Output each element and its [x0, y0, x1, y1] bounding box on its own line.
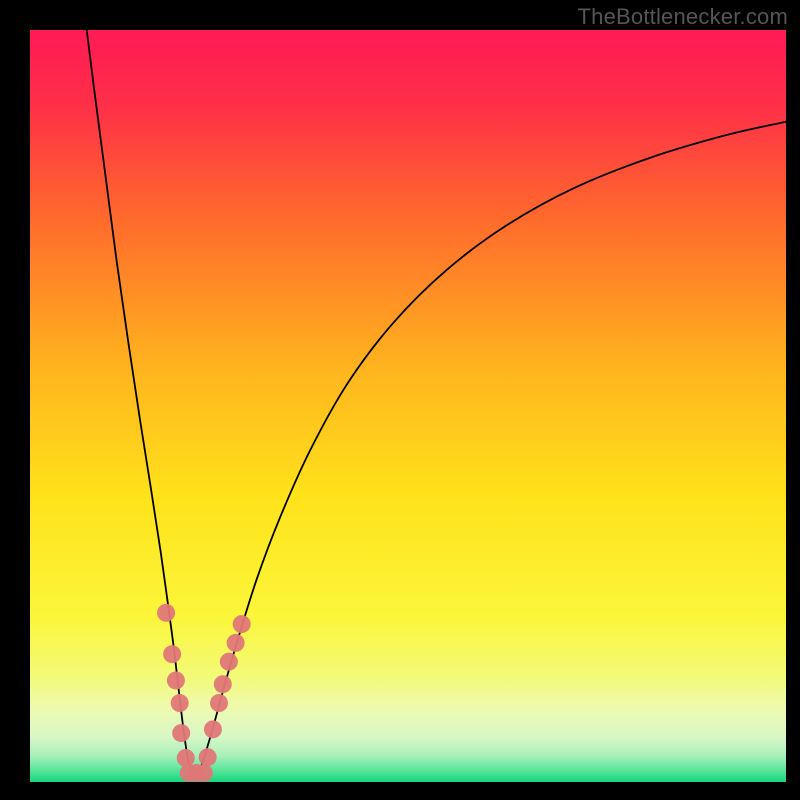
frame-bar-top	[0, 0, 800, 30]
frame-bar-left	[0, 0, 30, 800]
chart-stage: TheBottlenecker.com	[0, 0, 800, 800]
frame-bar-right	[786, 0, 800, 800]
black-frame	[0, 0, 800, 800]
frame-bar-bottom	[0, 782, 800, 800]
